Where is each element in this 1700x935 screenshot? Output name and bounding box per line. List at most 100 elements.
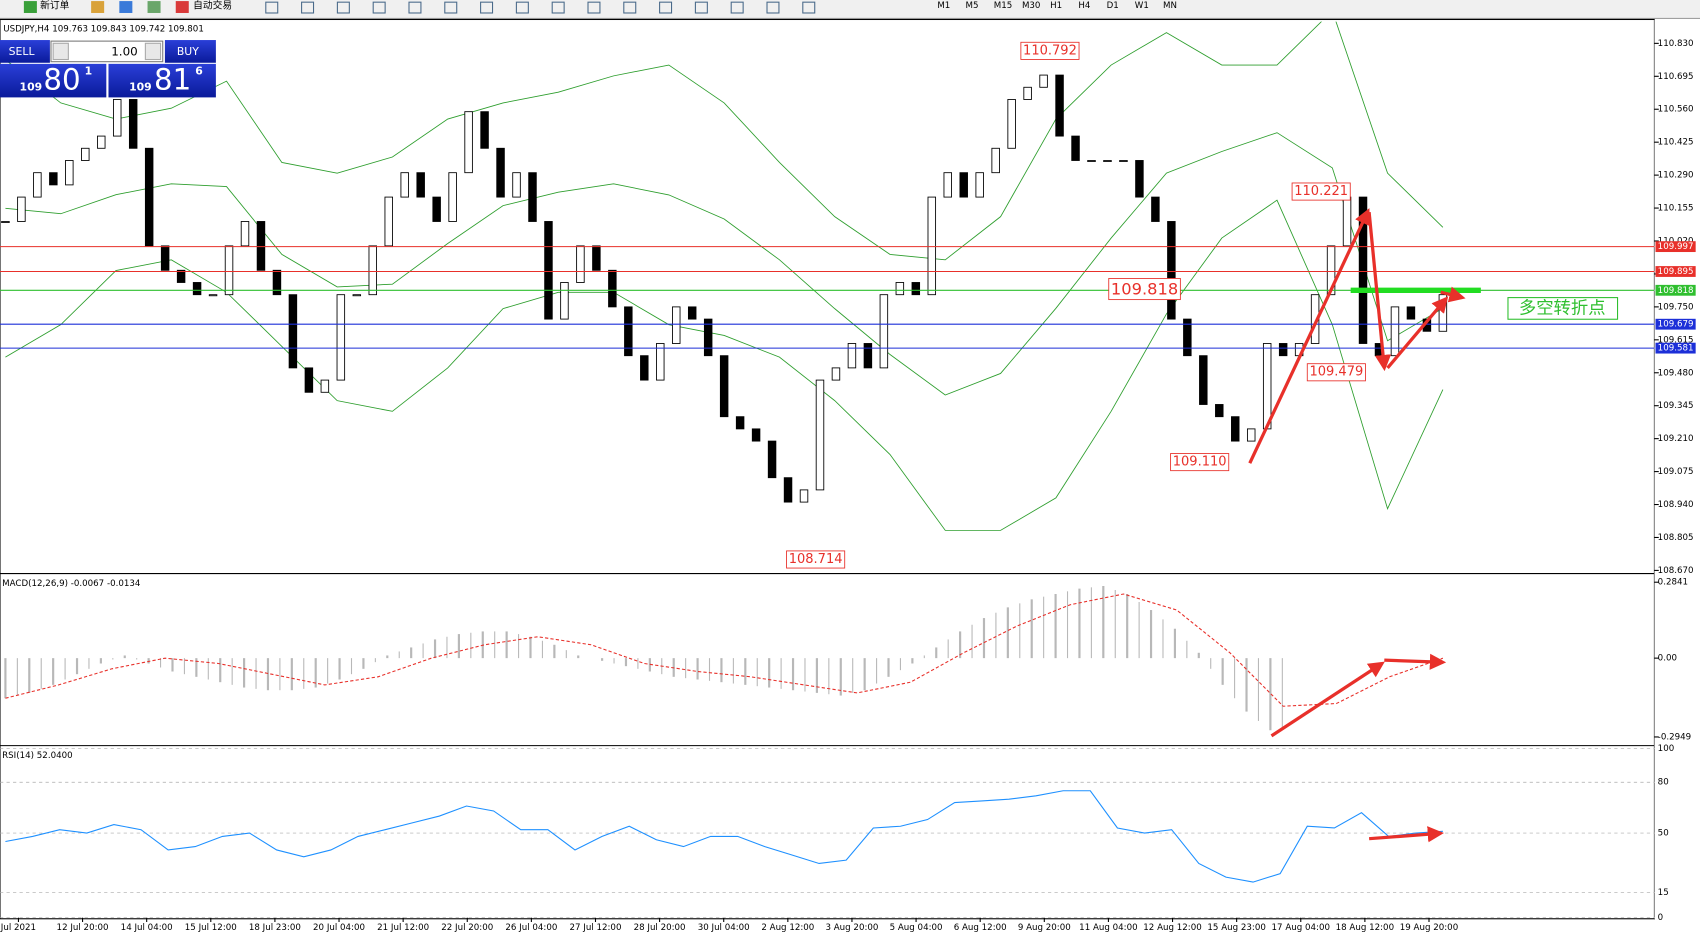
- toolbar-icon[interactable]: [802, 1, 816, 14]
- candle: [1326, 245, 1336, 296]
- x-tick-label: 3 Aug 20:00: [825, 923, 878, 933]
- candle: [528, 172, 537, 222]
- y-tick-label: 109.345: [1658, 401, 1694, 411]
- chart-layers: 108.670 108.805 108.940 109.075 109.210 109.3…: [0, 21, 1696, 933]
- toolbar-icon[interactable]: [147, 1, 161, 13]
- candle: [192, 282, 202, 296]
- candle: [879, 294, 889, 369]
- candle: [672, 306, 681, 344]
- candle: [480, 111, 489, 149]
- candle: [1023, 86, 1032, 100]
- candle: [735, 416, 745, 430]
- candle: [640, 355, 649, 381]
- buy-button[interactable]: [164, 40, 216, 63]
- toolbar-icon[interactable]: [766, 1, 780, 14]
- x-tick-label: 12 Jul 20:00: [57, 923, 109, 933]
- x-tick-label: 20 Jul 04:00: [313, 923, 365, 933]
- ask-box[interactable]: [108, 63, 216, 98]
- price-line-label-bg: [1655, 342, 1696, 354]
- toolbar-icon[interactable]: [408, 1, 422, 14]
- toolbar-icon[interactable]: [551, 1, 565, 14]
- toolbar-icon[interactable]: [336, 1, 350, 14]
- candle: [1167, 221, 1176, 320]
- toolbar-icon[interactable]: [694, 1, 708, 14]
- bid-price: 80: [43, 63, 80, 97]
- ask-price: 81: [154, 63, 191, 97]
- candle: [895, 282, 905, 296]
- candle: [656, 343, 665, 381]
- auto-trade-button[interactable]: 自动交易: [193, 0, 232, 11]
- auto-trade-icon[interactable]: [175, 1, 189, 13]
- candle: [464, 111, 473, 174]
- new-order-button[interactable]: 新订单: [40, 0, 70, 11]
- toolbar-icon[interactable]: [301, 1, 315, 14]
- x-tick-label: 15 Aug 23:00: [1207, 923, 1265, 933]
- y-tick-label: 110.560: [1658, 105, 1694, 115]
- price-line-label-bg: [1655, 318, 1696, 330]
- candle: [927, 196, 937, 296]
- y-tick-label: 108.670: [1658, 566, 1694, 576]
- timeframe-button: W1: [1135, 1, 1149, 11]
- main-chart-title: USDJPY,H4 109.763 109.843 109.742 109.80…: [3, 25, 204, 35]
- y-tick-label: 110.695: [1658, 72, 1694, 82]
- candle: [384, 196, 393, 247]
- toolbar-icon[interactable]: [91, 1, 105, 13]
- price-line-label: 109.679: [1658, 320, 1694, 330]
- candle: [160, 245, 170, 271]
- candle: [81, 147, 90, 161]
- lot-increase[interactable]: [144, 42, 162, 61]
- candle: [272, 269, 282, 296]
- toolbar-icon[interactable]: [119, 1, 133, 13]
- lot-decrease[interactable]: [52, 42, 69, 61]
- x-tick-label: 17 Aug 04:00: [1272, 923, 1330, 933]
- y-tick-label: 109.615: [1658, 335, 1694, 345]
- candle: [975, 172, 984, 198]
- toolbar-icon[interactable]: [265, 1, 279, 14]
- buy-label[interactable]: BUY: [177, 45, 199, 58]
- toolbar-icon[interactable]: [730, 1, 744, 14]
- candle: [815, 379, 825, 491]
- arrow: [1368, 826, 1444, 843]
- price-line-label: 109.581: [1658, 344, 1694, 354]
- bollinger-band: [5, 132, 1444, 396]
- bollinger-band: [5, 199, 1444, 531]
- y-tick-label: 100: [1658, 744, 1675, 754]
- bid-box[interactable]: [0, 63, 107, 98]
- toolbar-icon[interactable]: [587, 1, 601, 14]
- x-tick-label: 14 Jul 04:00: [121, 923, 173, 933]
- x-tick-label: 5 Aug 04:00: [890, 923, 943, 933]
- candle: [592, 245, 601, 271]
- price-line-label-bg: [1655, 266, 1696, 277]
- toolbar-icon[interactable]: [515, 1, 529, 14]
- y-tick-label: 50: [1658, 829, 1669, 839]
- candle: [288, 294, 298, 369]
- toolbar-icon[interactable]: [623, 1, 637, 14]
- toolbar-icon[interactable]: [480, 1, 494, 14]
- arrow: [1248, 208, 1370, 464]
- candle: [1103, 160, 1112, 162]
- candle: [304, 367, 314, 393]
- candle: [1055, 74, 1064, 137]
- new-order-icon[interactable]: [23, 1, 37, 13]
- sell-label[interactable]: SELL: [9, 45, 35, 58]
- toolbar-icon[interactable]: [444, 1, 458, 14]
- toolbar-icon[interactable]: [659, 1, 673, 14]
- x-tick-label: 19 Aug 20:00: [1400, 923, 1458, 933]
- y-tick-label: 80: [1658, 778, 1669, 788]
- lot-input[interactable]: [50, 40, 164, 63]
- rsi-title: RSI(14) 52.0400: [2, 751, 72, 761]
- price-line-label: 109.895: [1658, 267, 1694, 277]
- timeframe-button: M1: [937, 1, 950, 11]
- candle: [368, 245, 378, 296]
- sell-button[interactable]: [0, 40, 50, 63]
- candle: [576, 245, 585, 283]
- lot-value[interactable]: 1.00: [111, 44, 138, 58]
- arrow: [1386, 296, 1449, 369]
- x-tick-label: 9 Aug 20:00: [1018, 923, 1071, 933]
- toolbar-icon[interactable]: [372, 1, 386, 14]
- rsi-line: [5, 790, 1443, 883]
- price-annotation: 109.479: [1309, 365, 1363, 380]
- y-tick-label: 109.480: [1658, 368, 1694, 378]
- chart-area: [0, 18, 1655, 920]
